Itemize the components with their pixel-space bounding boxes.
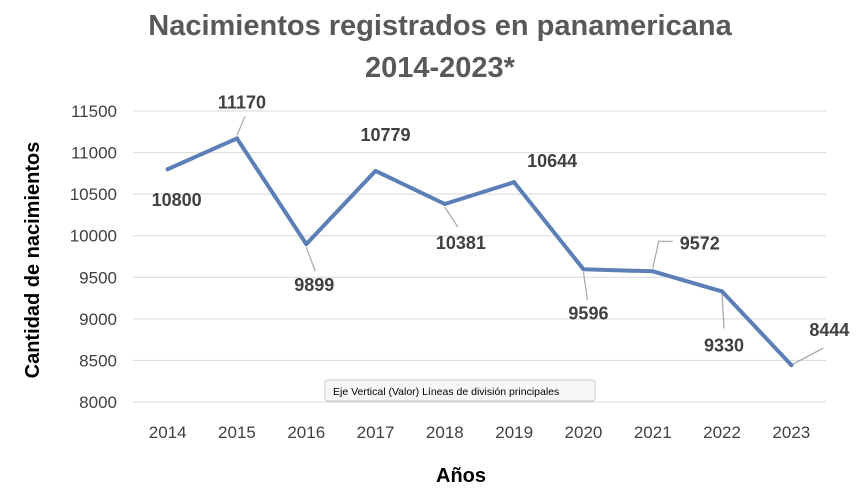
label-leader-lines <box>236 116 824 366</box>
tooltip: Eje Vertical (Valor) Líneas de división … <box>324 379 596 402</box>
x-tick-label: 2014 <box>149 423 187 442</box>
series <box>165 136 794 368</box>
x-tick-label: 2019 <box>495 423 533 442</box>
x-axis-title: Años <box>436 465 486 487</box>
data-label: 10779 <box>361 125 411 145</box>
y-tick-label: 10500 <box>70 185 117 204</box>
label-leader-line <box>236 116 246 136</box>
y-axis-ticks: 8000 8500 9000 9500 10000 10500 11000 11500 <box>70 102 117 412</box>
label-leader-line <box>652 240 673 269</box>
y-tick-label: 11500 <box>71 102 117 121</box>
series-line <box>165 136 794 368</box>
x-tick-label: 2021 <box>634 423 672 442</box>
tooltip-box <box>324 379 596 402</box>
label-leader-line <box>305 246 316 272</box>
x-tick-label: 2017 <box>357 423 395 442</box>
data-point <box>234 136 239 141</box>
data-label: 9330 <box>704 335 744 355</box>
data-label: 11170 <box>218 92 266 112</box>
x-tick-label: 2022 <box>703 423 741 442</box>
data-point <box>165 167 170 172</box>
data-label: 9899 <box>294 275 334 295</box>
y-tick-label: 10000 <box>70 227 117 246</box>
data-label: 10800 <box>152 190 202 210</box>
chart-title-line-2: 2014-2023* <box>365 52 516 84</box>
y-tick-label: 11000 <box>71 144 117 163</box>
data-point <box>442 202 447 207</box>
data-point <box>512 180 517 185</box>
x-axis-ticks: 2014 2015 2016 2017 2018 2019 2020 2021 2022 2023 <box>149 423 811 442</box>
data-point <box>720 289 725 294</box>
data-point <box>650 269 655 274</box>
x-tick-label: 2020 <box>565 423 603 442</box>
y-axis-title: Cantidad de nacimientos <box>22 142 44 379</box>
label-leader-line <box>721 294 725 329</box>
data-point <box>581 267 586 272</box>
x-tick-label: 2016 <box>287 423 325 442</box>
data-label: 9596 <box>568 303 608 323</box>
label-leader-line <box>444 206 459 228</box>
label-leader-line <box>582 272 589 301</box>
y-tick-label: 9000 <box>79 310 117 329</box>
chart-title-line-1: Nacimientos registrados en panamericana <box>148 10 732 42</box>
data-label: 10381 <box>436 233 486 253</box>
y-tick-label: 8000 <box>79 393 117 412</box>
label-leader-line <box>791 347 824 366</box>
data-label: 8444 <box>809 320 849 340</box>
x-tick-label: 2015 <box>218 423 256 442</box>
data-label: 10644 <box>527 151 577 171</box>
data-label: 9572 <box>680 233 720 253</box>
x-tick-label: 2023 <box>772 423 810 442</box>
y-tick-label: 8500 <box>79 351 117 370</box>
data-point <box>373 168 378 173</box>
data-labels: 10800 11170 9899 10779 10381 10644 9596 9572 933… <box>152 92 850 355</box>
data-point <box>789 363 794 368</box>
data-point <box>304 242 309 247</box>
y-tick-label: 9500 <box>79 268 117 287</box>
tooltip-text: Eje Vertical (Valor) Líneas de división … <box>333 386 559 398</box>
x-tick-label: 2018 <box>426 423 464 442</box>
gridlines <box>133 110 826 403</box>
